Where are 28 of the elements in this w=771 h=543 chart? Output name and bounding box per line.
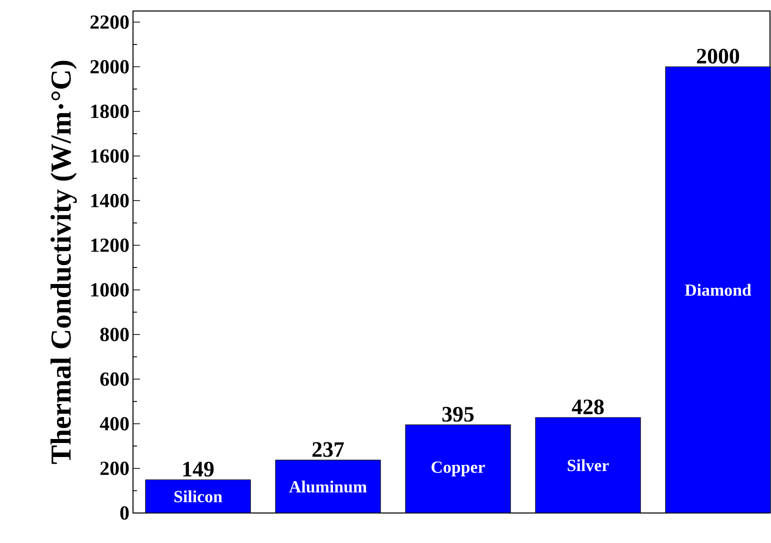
bar <box>536 417 641 513</box>
y-tick-label: 1400 <box>91 194 129 208</box>
x-tick-label: Silver <box>568 459 609 472</box>
y-axis-title: Thermal Conductivity (W/m·°C) <box>50 60 77 464</box>
y-tick-label: 2200 <box>90 15 129 29</box>
data-label: 2000 <box>697 48 740 64</box>
bar <box>665 66 771 514</box>
y-tick-label: 400 <box>100 417 129 430</box>
y-tick-label: 2000 <box>90 60 129 74</box>
y-tick-label: 1600 <box>91 149 129 163</box>
data-label: 428 <box>572 400 604 414</box>
data-label: 149 <box>183 462 214 477</box>
x-tick-label: Aluminum <box>289 480 367 493</box>
x-tick-label: Silicon <box>174 490 222 502</box>
x-tick-label: Diamond <box>684 284 752 296</box>
y-tick-label: 0 <box>120 506 129 520</box>
y-tick-label: 1200 <box>91 238 129 252</box>
bar <box>406 424 511 513</box>
bar <box>146 480 251 513</box>
y-tick-label: 1000 <box>91 283 129 297</box>
y-tick-label: 200 <box>100 462 129 476</box>
x-tick-label: Copper <box>432 462 485 476</box>
data-label: 395 <box>442 406 474 422</box>
bar <box>276 460 381 513</box>
y-tick-label: 800 <box>100 328 129 342</box>
data-label: 237 <box>312 442 344 457</box>
y-tick-label: 600 <box>100 372 129 386</box>
y-tick-label: 1800 <box>91 104 129 118</box>
